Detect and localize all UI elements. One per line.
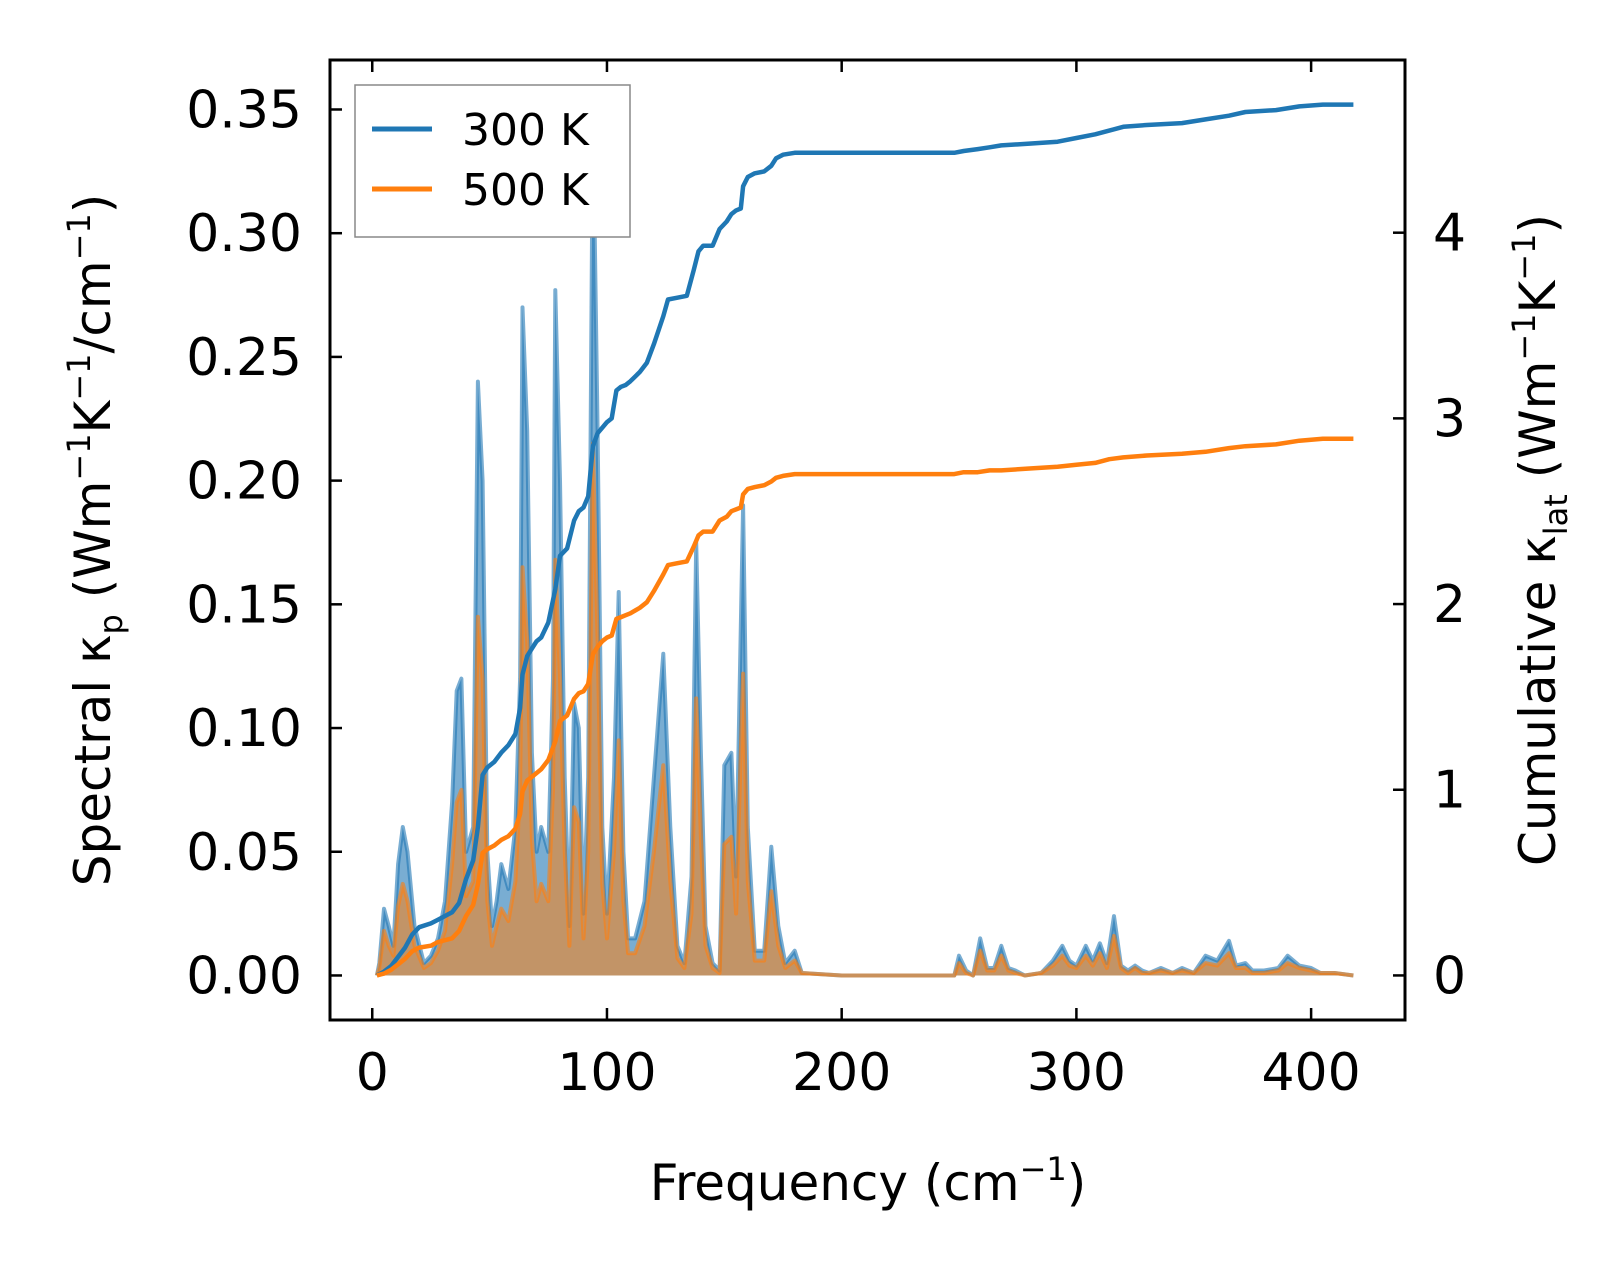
y-left-sup2: −1 bbox=[60, 353, 98, 400]
y-left-tick-label: 0.15 bbox=[186, 575, 302, 635]
x-axis-label-sup: −1 bbox=[1020, 1150, 1067, 1188]
x-axis-label: Frequency (cm−1) bbox=[650, 1150, 1087, 1212]
plot-frame bbox=[328, 58, 1407, 1022]
cumulative-lines bbox=[375, 102, 1354, 978]
y-axis-left-label: Spectral κp (Wm−1K−1/cm−1) bbox=[60, 194, 130, 887]
spectral-line-500k bbox=[374, 441, 1354, 978]
legend: 300 K 500 K bbox=[354, 84, 631, 238]
spectral-fills bbox=[374, 107, 1354, 978]
y-left-tick-label: 0.35 bbox=[186, 80, 302, 140]
y-right-tick-label: 4 bbox=[1433, 204, 1466, 264]
y-right-main: Cumulative κ bbox=[1509, 535, 1567, 866]
legend-label-500k: 500 K bbox=[462, 165, 590, 216]
legend-label-300k: 300 K bbox=[462, 105, 590, 156]
legend-box bbox=[354, 84, 631, 238]
x-axis-label-tail: ) bbox=[1067, 1154, 1087, 1212]
cumulative-line-500k bbox=[376, 436, 1354, 978]
y-left-tick-label: 0.25 bbox=[186, 328, 302, 388]
x-tick-label: 100 bbox=[557, 1043, 656, 1103]
x-tick-label: 400 bbox=[1261, 1043, 1360, 1103]
y-left-tick-label: 0.20 bbox=[186, 452, 302, 512]
y-right-tick-label: 2 bbox=[1433, 575, 1466, 635]
y-left-mid2: /cm bbox=[64, 260, 122, 353]
y-left-tail: ) bbox=[64, 194, 122, 214]
axis-ticks: 0 100 200 300 400 0.00 0.05 0.10 0.15 0.20 0.25 0.3… bbox=[186, 60, 1466, 1103]
y-right-tick-label: 3 bbox=[1433, 389, 1466, 449]
cumulative-line-300k bbox=[375, 102, 1354, 978]
y-left-tick-label: 0.00 bbox=[186, 946, 302, 1006]
x-axis-label-main: Frequency (cm bbox=[650, 1154, 1020, 1212]
y-left-tick-label: 0.05 bbox=[186, 823, 302, 883]
y-right-sup1: −1 bbox=[1505, 313, 1543, 360]
y-right-rest: (Wm bbox=[1509, 361, 1567, 495]
x-tick-label: 0 bbox=[356, 1043, 389, 1103]
x-tick-label: 200 bbox=[792, 1043, 891, 1103]
y-right-tick-label: 1 bbox=[1433, 761, 1466, 821]
y-left-sub: p bbox=[92, 614, 130, 634]
y-right-sub: lat bbox=[1537, 494, 1575, 535]
y-left-main: Spectral κ bbox=[64, 634, 122, 886]
y-right-mid: K bbox=[1509, 279, 1567, 313]
y-right-sup2: −1 bbox=[1505, 234, 1543, 281]
y-left-tick-label: 0.10 bbox=[186, 699, 302, 759]
y-right-tail: ) bbox=[1509, 214, 1567, 234]
y-left-sup1: −1 bbox=[60, 433, 98, 480]
y-axis-right-label: Cumulative κlat (Wm−1K−1) bbox=[1505, 214, 1575, 866]
y-left-rest: (Wm bbox=[64, 481, 122, 615]
y-left-sup3: −1 bbox=[60, 213, 98, 260]
y-left-tick-label: 0.30 bbox=[186, 204, 302, 264]
y-right-tick-label: 0 bbox=[1433, 946, 1466, 1006]
x-tick-label: 300 bbox=[1027, 1043, 1126, 1103]
y-left-mid: K bbox=[64, 399, 122, 433]
